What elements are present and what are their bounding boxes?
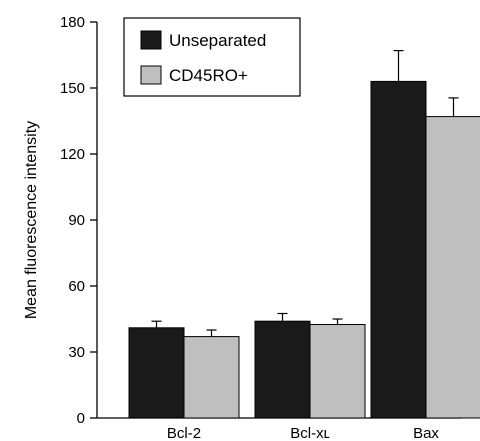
y-tick-label: 120 — [60, 146, 85, 163]
x-tick-label: Bax — [413, 425, 439, 441]
y-ticks: 0 30 60 90 120 150 180 — [60, 14, 97, 427]
x-tick-labels: Bcl-2 Bcl-xʟ Bax — [167, 425, 440, 441]
legend-label: Unseparated — [169, 31, 266, 50]
legend-swatch — [140, 65, 162, 85]
y-tick-label: 90 — [68, 212, 85, 229]
bar-unseparated-1 — [254, 320, 311, 419]
bars — [128, 49, 480, 419]
bar-unseparated-0 — [128, 327, 185, 419]
bar-cd45ro-2 — [425, 116, 480, 419]
y-tick-label: 180 — [60, 14, 85, 31]
bar-cd45ro-1 — [309, 324, 366, 419]
y-tick-label: 30 — [68, 344, 85, 361]
legend-swatch — [140, 30, 162, 50]
y-tick-label: 60 — [68, 278, 85, 295]
bar-unseparated-2 — [370, 80, 427, 419]
x-tick-label: Bcl-xʟ — [290, 425, 329, 441]
y-axis-label: Mean fluorescence intensity — [23, 121, 40, 319]
legend: Unseparated CD45RO+ — [123, 17, 301, 97]
x-tick-label: Bcl-2 — [167, 425, 201, 441]
bar-cd45ro-0 — [183, 336, 240, 419]
y-tick-label: 0 — [77, 410, 85, 427]
legend-label: CD45RO+ — [169, 66, 248, 85]
y-tick-label: 150 — [60, 80, 85, 97]
